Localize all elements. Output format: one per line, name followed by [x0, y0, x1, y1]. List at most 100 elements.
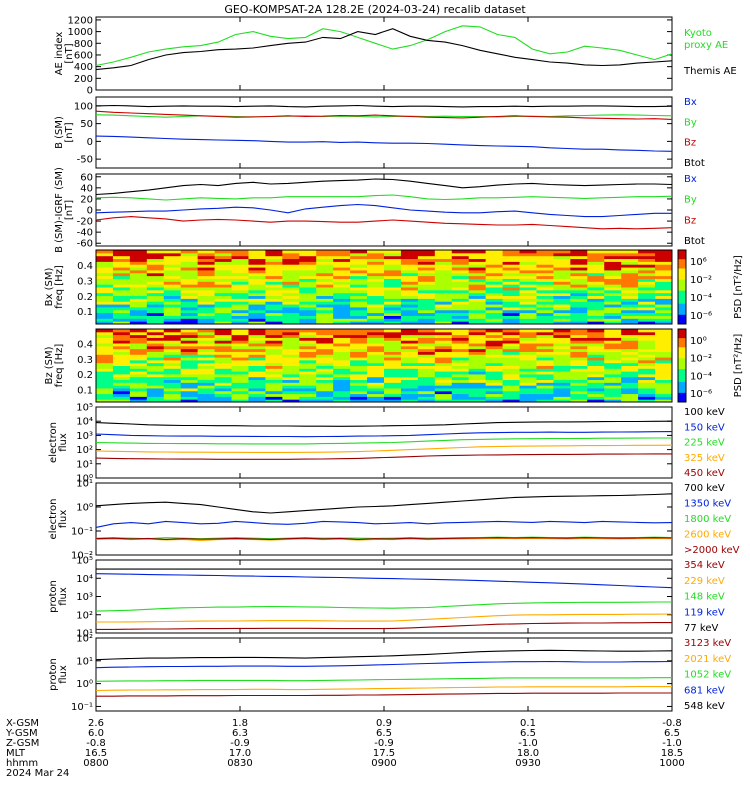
heatmap-cell	[417, 362, 436, 366]
heatmap-cell	[621, 267, 639, 271]
heatmap-cell	[333, 292, 351, 297]
heatmap-cell	[129, 315, 148, 319]
heatmap-cell	[231, 267, 249, 271]
x-tick-label: -0.9	[230, 738, 250, 749]
heatmap-cell	[180, 331, 199, 336]
heatmap-cell	[129, 371, 148, 375]
heatmap-cell	[587, 304, 605, 308]
heatmap-cell	[333, 329, 351, 333]
heatmap-cell	[384, 258, 402, 262]
colorbar-swatch	[678, 354, 686, 357]
heatmap-cell	[519, 393, 537, 397]
heatmap-cell	[180, 255, 199, 260]
heatmap-cell	[417, 295, 436, 299]
heatmap-cell	[299, 315, 317, 319]
heatmap-cell	[655, 275, 673, 279]
heatmap-cell	[587, 351, 605, 355]
heatmap-cell	[231, 275, 249, 279]
heatmap-cell	[384, 267, 402, 271]
heatmap-cell	[434, 321, 453, 325]
heatmap-cell	[129, 362, 148, 366]
heatmap-cell	[400, 362, 419, 366]
heatmap-cell	[553, 261, 571, 265]
heatmap-cell	[163, 298, 182, 302]
heatmap-cell	[146, 281, 165, 285]
heatmap-cell	[96, 258, 114, 262]
heatmap-cell	[146, 382, 165, 386]
heatmap-cell	[316, 393, 334, 397]
y-tick-label: 0.3	[77, 355, 93, 366]
heatmap-cell	[197, 329, 216, 333]
heatmap-cell	[400, 275, 419, 279]
heatmap-cell	[570, 261, 588, 265]
heatmap-cell	[367, 275, 385, 279]
heatmap-cell	[180, 329, 199, 333]
heatmap-cell	[587, 269, 605, 274]
heatmap-cell	[248, 304, 266, 308]
heatmap-cell	[553, 340, 571, 344]
heatmap-cell	[231, 318, 249, 322]
panel-frame-phigh	[95, 637, 673, 712]
heatmap-cell	[621, 337, 639, 341]
heatmap-cell	[146, 284, 165, 288]
heatmap-cell	[519, 331, 537, 336]
heatmap-cell	[655, 250, 673, 254]
heatmap-cell	[553, 255, 571, 260]
heatmap-cell	[333, 357, 351, 361]
heatmap-cell	[129, 348, 148, 352]
heatmap-cell	[502, 396, 521, 400]
heatmap-cell	[180, 264, 199, 268]
heatmap-cell	[502, 359, 521, 364]
heatmap-cell	[146, 376, 165, 381]
heatmap-cell	[265, 348, 283, 352]
series-line-bz	[95, 110, 673, 120]
heatmap-cell	[248, 269, 266, 274]
heatmap-cell	[417, 382, 436, 386]
heatmap-cell	[180, 292, 199, 297]
heatmap-cell	[468, 340, 487, 344]
heatmap-cell	[197, 292, 216, 297]
heatmap-cell	[485, 267, 504, 271]
heatmap-cell	[604, 371, 622, 375]
heatmap-cell	[502, 385, 521, 389]
colorbar-swatch	[678, 398, 686, 401]
heatmap-cell	[180, 289, 199, 294]
colorbar-swatch	[678, 394, 686, 398]
heatmap-cell	[333, 399, 351, 403]
heatmap-cell	[638, 312, 656, 316]
heatmap-cell	[587, 354, 605, 358]
heatmap-cell	[197, 312, 216, 316]
heatmap-cell	[316, 278, 334, 282]
heatmap-cell	[146, 278, 165, 282]
heatmap-cell	[451, 284, 470, 288]
colorbar-swatch	[678, 352, 686, 356]
heatmap-cell	[468, 382, 487, 386]
series-line-1052-kev	[95, 677, 672, 682]
heatmap-cell	[638, 261, 656, 265]
colorbar-tick-label: 10⁻²	[690, 275, 712, 286]
heatmap-cell	[587, 371, 605, 375]
heatmap-cell	[214, 329, 233, 333]
heatmap-cell	[146, 385, 165, 389]
heatmap-cell	[485, 348, 504, 352]
heatmap-cell	[180, 368, 199, 372]
heatmap-cell	[231, 368, 249, 372]
heatmap-cell	[570, 371, 588, 375]
heatmap-cell	[451, 334, 470, 338]
heatmap-cell	[604, 304, 622, 308]
heatmap-cell	[434, 359, 453, 364]
heatmap-cell	[129, 267, 148, 271]
heatmap-cell	[400, 295, 419, 299]
heatmap-cell	[400, 329, 419, 333]
heatmap-cell	[655, 301, 673, 305]
heatmap-cell	[112, 359, 131, 364]
y-tick-label: 400	[74, 62, 93, 73]
heatmap-cell	[367, 258, 385, 262]
heatmap-cell	[214, 298, 233, 302]
heatmap-cell	[400, 301, 419, 305]
y-tick-label: 10⁵	[76, 403, 93, 414]
heatmap-cell	[146, 390, 165, 395]
heatmap-cell	[570, 309, 588, 314]
heatmap-cell	[502, 393, 521, 397]
